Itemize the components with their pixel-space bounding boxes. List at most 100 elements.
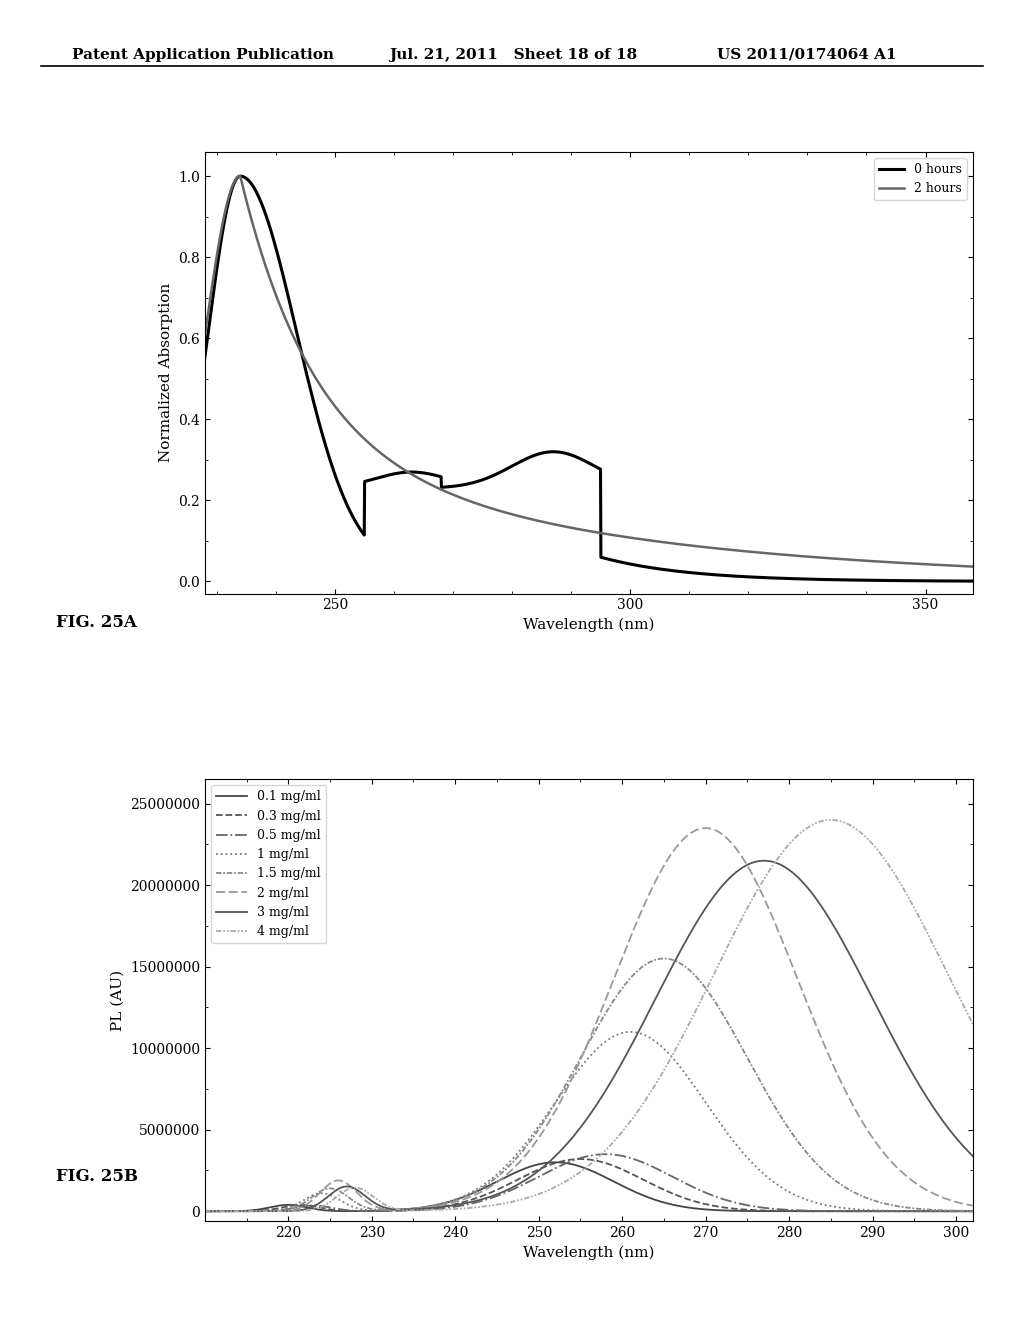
2 mg/ml bbox=[332, 1172, 344, 1188]
Line: 4 mg/ml: 4 mg/ml bbox=[205, 820, 973, 1212]
0.1 mg/ml bbox=[332, 1203, 344, 1218]
1.5 mg/ml bbox=[869, 1193, 882, 1209]
0 hours bbox=[199, 350, 211, 366]
1 mg/ml bbox=[494, 1164, 506, 1180]
1 mg/ml bbox=[869, 1203, 882, 1218]
0.3 mg/ml bbox=[287, 1197, 299, 1213]
0.3 mg/ml bbox=[199, 1204, 211, 1220]
Line: 0.5 mg/ml: 0.5 mg/ml bbox=[205, 1154, 973, 1212]
2 mg/ml bbox=[951, 1195, 964, 1210]
1 mg/ml bbox=[332, 1191, 344, 1206]
Text: FIG. 25A: FIG. 25A bbox=[56, 614, 137, 631]
4 mg/ml bbox=[951, 986, 964, 1002]
0.1 mg/ml bbox=[549, 1155, 561, 1171]
0.5 mg/ml bbox=[967, 1204, 979, 1220]
Text: Patent Application Publication: Patent Application Publication bbox=[72, 48, 334, 62]
Y-axis label: PL (AU): PL (AU) bbox=[111, 969, 124, 1031]
3 mg/ml bbox=[967, 1148, 979, 1164]
0.1 mg/ml bbox=[967, 1204, 979, 1220]
0.5 mg/ml bbox=[951, 1204, 964, 1220]
3 mg/ml bbox=[526, 1167, 539, 1183]
0.1 mg/ml bbox=[869, 1204, 882, 1220]
3 mg/ml bbox=[199, 1204, 211, 1220]
0.3 mg/ml bbox=[494, 1181, 506, 1197]
2 hours bbox=[199, 327, 211, 343]
2 mg/ml bbox=[699, 820, 712, 836]
4 mg/ml bbox=[824, 812, 837, 828]
3 mg/ml bbox=[758, 853, 770, 869]
2 hours bbox=[804, 549, 816, 565]
0 hours bbox=[239, 169, 251, 185]
Text: US 2011/0174064 A1: US 2011/0174064 A1 bbox=[717, 48, 896, 62]
Line: 2 hours: 2 hours bbox=[205, 176, 973, 566]
3 mg/ml bbox=[869, 995, 882, 1011]
4 mg/ml bbox=[494, 1196, 506, 1212]
0.3 mg/ml bbox=[869, 1204, 882, 1220]
2 hours bbox=[945, 557, 957, 573]
0.3 mg/ml bbox=[526, 1164, 539, 1180]
Line: 0 hours: 0 hours bbox=[205, 176, 973, 581]
0 hours bbox=[572, 450, 585, 466]
1.5 mg/ml bbox=[199, 1204, 211, 1220]
2 hours bbox=[239, 185, 251, 201]
2 hours bbox=[572, 521, 585, 537]
1 mg/ml bbox=[526, 1127, 539, 1143]
3 mg/ml bbox=[494, 1185, 506, 1201]
X-axis label: Wavelength (nm): Wavelength (nm) bbox=[523, 1245, 654, 1259]
0.3 mg/ml bbox=[967, 1204, 979, 1220]
0.5 mg/ml bbox=[287, 1200, 299, 1216]
4 mg/ml bbox=[199, 1204, 211, 1220]
1.5 mg/ml bbox=[951, 1203, 964, 1218]
Line: 1 mg/ml: 1 mg/ml bbox=[205, 1032, 973, 1212]
4 mg/ml bbox=[967, 1016, 979, 1032]
0.1 mg/ml bbox=[494, 1172, 506, 1188]
0.1 mg/ml bbox=[526, 1158, 539, 1173]
1.5 mg/ml bbox=[526, 1130, 539, 1146]
2 mg/ml bbox=[287, 1203, 299, 1218]
2 hours bbox=[552, 517, 564, 533]
0.3 mg/ml bbox=[574, 1151, 587, 1167]
Line: 2 mg/ml: 2 mg/ml bbox=[205, 828, 973, 1212]
2 mg/ml bbox=[199, 1204, 211, 1220]
0.5 mg/ml bbox=[869, 1204, 882, 1220]
1.5 mg/ml bbox=[494, 1167, 506, 1183]
1 mg/ml bbox=[199, 1204, 211, 1220]
1.5 mg/ml bbox=[657, 950, 670, 966]
2 mg/ml bbox=[967, 1197, 979, 1213]
1.5 mg/ml bbox=[287, 1200, 299, 1216]
0.5 mg/ml bbox=[199, 1204, 211, 1220]
2 mg/ml bbox=[526, 1138, 539, 1154]
0 hours bbox=[945, 573, 957, 589]
1.5 mg/ml bbox=[967, 1203, 979, 1218]
Line: 0.1 mg/ml: 0.1 mg/ml bbox=[205, 1163, 973, 1212]
Line: 3 mg/ml: 3 mg/ml bbox=[205, 861, 973, 1212]
3 mg/ml bbox=[332, 1181, 344, 1197]
X-axis label: Wavelength (nm): Wavelength (nm) bbox=[523, 618, 654, 632]
Text: FIG. 25B: FIG. 25B bbox=[56, 1168, 138, 1185]
0.1 mg/ml bbox=[951, 1204, 964, 1220]
1 mg/ml bbox=[625, 1024, 637, 1040]
1 mg/ml bbox=[951, 1204, 964, 1220]
3 mg/ml bbox=[287, 1203, 299, 1218]
0.1 mg/ml bbox=[199, 1204, 211, 1220]
0 hours bbox=[234, 168, 247, 183]
0.1 mg/ml bbox=[287, 1197, 299, 1213]
1 mg/ml bbox=[287, 1199, 299, 1214]
0 hours bbox=[967, 573, 979, 589]
0 hours bbox=[944, 573, 956, 589]
2 mg/ml bbox=[494, 1172, 506, 1188]
0.5 mg/ml bbox=[494, 1187, 506, 1203]
4 mg/ml bbox=[332, 1188, 344, 1204]
3 mg/ml bbox=[951, 1133, 964, 1148]
2 hours bbox=[967, 558, 979, 574]
0.5 mg/ml bbox=[599, 1146, 611, 1162]
2 mg/ml bbox=[869, 1134, 882, 1150]
Line: 1.5 mg/ml: 1.5 mg/ml bbox=[205, 958, 973, 1212]
4 mg/ml bbox=[287, 1204, 299, 1220]
0.3 mg/ml bbox=[951, 1204, 964, 1220]
0 hours bbox=[804, 572, 816, 587]
2 hours bbox=[234, 168, 247, 183]
0.3 mg/ml bbox=[332, 1203, 344, 1218]
Legend: 0 hours, 2 hours: 0 hours, 2 hours bbox=[873, 158, 967, 201]
Y-axis label: Normalized Absorption: Normalized Absorption bbox=[159, 282, 172, 462]
